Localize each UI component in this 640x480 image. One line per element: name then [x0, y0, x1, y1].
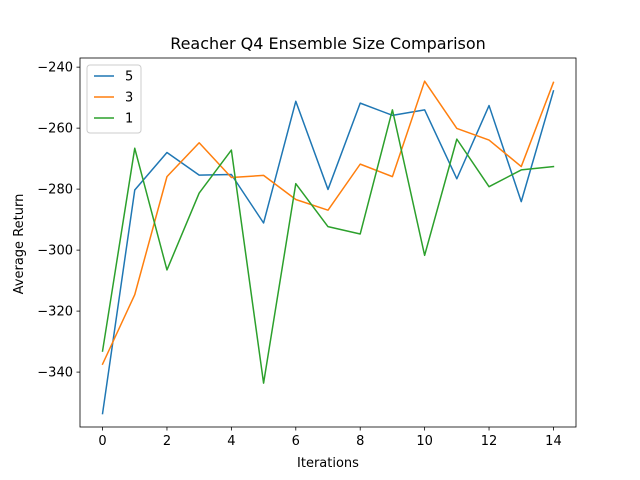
- legend-label-1: 1: [125, 112, 133, 127]
- y-axis-title: Average Return: [12, 194, 27, 295]
- x-tick-label: 0: [98, 434, 106, 449]
- y-tick-label: −260: [37, 122, 73, 137]
- y-tick-label: −280: [37, 183, 73, 198]
- series-line-3: [101, 80, 555, 366]
- x-axis-title: Iterations: [297, 456, 359, 471]
- legend-label-3: 3: [125, 91, 133, 106]
- x-tick-label: 4: [227, 434, 235, 449]
- legend-box: [86, 64, 142, 134]
- axes-frame: [79, 57, 577, 428]
- chart-title: Reacher Q4 Ensemble Size Comparison: [170, 34, 486, 53]
- y-tick-label: −300: [37, 244, 73, 259]
- y-tick-label: −320: [37, 305, 73, 320]
- x-tick-label: 12: [481, 434, 498, 449]
- x-tick-label: 8: [356, 434, 364, 449]
- series-line-5: [101, 90, 555, 415]
- x-tick-label: 14: [545, 434, 562, 449]
- series-line-1: [101, 109, 555, 384]
- x-tick-label: 10: [416, 434, 433, 449]
- legend-label-5: 5: [125, 70, 133, 85]
- y-tick-label: −240: [37, 61, 73, 76]
- plot-area: 0 2 4 6 8 10 12 14 −340 −320 −300 −280 −260 −240 5 3 1: [37, 57, 577, 449]
- y-tick-label: −340: [37, 366, 73, 381]
- x-tick-label: 2: [163, 434, 171, 449]
- x-tick-label: 6: [292, 434, 300, 449]
